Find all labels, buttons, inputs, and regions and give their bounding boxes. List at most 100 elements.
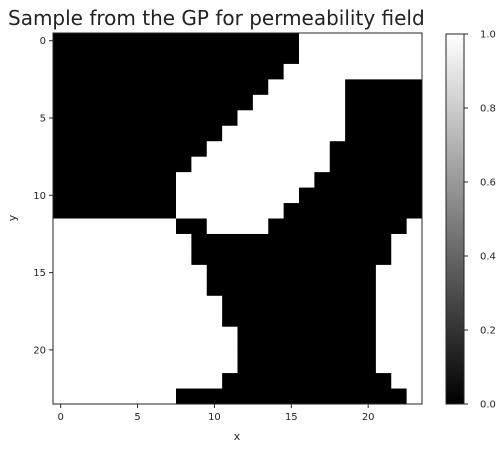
heatmap-cell [114,388,131,405]
heatmap-cell [314,311,331,328]
heatmap-cell [391,233,408,250]
heatmap-cell [252,172,269,189]
heatmap-cell [222,233,239,250]
heatmap-cell [114,280,131,297]
heatmap-cell [160,357,177,374]
heatmap-cell [191,373,208,390]
heatmap-cell [99,326,116,343]
heatmap-cell [329,326,346,343]
heatmap-cell [191,357,208,374]
heatmap-cell [406,233,423,250]
heatmap-cell [176,187,192,204]
heatmap-cell [345,125,362,142]
heatmap-cell [375,233,392,250]
heatmap-cell [53,33,69,49]
heatmap-cell [176,141,192,158]
heatmap-cell [68,79,85,96]
heatmap-cell [53,342,69,359]
heatmap-cell [222,388,239,405]
heatmap-cell [206,295,223,312]
heatmap-cell [329,249,346,266]
heatmap-cell [345,311,362,328]
heatmap-cell [206,218,223,235]
heatmap-cell [314,218,331,235]
heatmap-cell [268,156,285,173]
heatmap-cell [391,373,408,390]
heatmap-cell [83,373,100,390]
heatmap-cell [329,342,346,359]
heatmap-cell [360,141,377,158]
heatmap-cell [283,280,300,297]
heatmap-cell [283,156,300,173]
heatmap-cell [176,249,192,266]
heatmap-cell [329,264,346,281]
heatmap-cell [268,63,285,80]
heatmap-cell [360,110,377,127]
heatmap-cell [283,141,300,158]
heatmap-cell [268,203,285,219]
heatmap-cell [222,249,239,266]
heatmap-cell [222,79,239,96]
colorbar [445,33,465,405]
heatmap-cell [83,110,100,127]
heatmap-cell [345,79,362,96]
heatmap-cell [406,125,423,142]
heatmap-cell [99,33,116,49]
heatmap-cell [114,187,131,204]
heatmap-cell [252,326,269,343]
heatmap-cell [83,203,100,219]
heatmap-cell [360,357,377,374]
heatmap-cell [191,125,208,142]
heatmap-cell [160,373,177,390]
x-tick-label: 15 [285,412,298,423]
colorbar-tick-label: 0.0 [480,400,496,411]
heatmap-cell [375,326,392,343]
heatmap-cell [99,218,116,235]
heatmap-cell [53,357,69,374]
heatmap-cell [99,342,116,359]
heatmap-cell [176,79,192,96]
heatmap-cell [83,218,100,235]
heatmap-cell [360,280,377,297]
heatmap-cell [145,125,162,142]
heatmap-cell [345,110,362,127]
heatmap-cell [314,94,331,111]
heatmap-cell [237,264,254,281]
heatmap-cell [206,342,223,359]
heatmap-cell [191,156,208,173]
heatmap-cell [375,172,392,189]
heatmap-cell [329,280,346,297]
heatmap-cell [160,125,177,142]
heatmap-cell [283,33,300,49]
heatmap-cell [191,187,208,204]
heatmap-cell [222,63,239,80]
heatmap-cell [391,48,408,65]
heatmap-cell [345,48,362,65]
plot-frame [52,32,423,405]
colorbar-tick-label: 0.4 [480,252,496,263]
heatmap-cell [314,187,331,204]
heatmap-cell [391,33,408,49]
heatmap-cell [53,373,69,390]
heatmap-cell [68,33,85,49]
heatmap-cell [268,125,285,142]
heatmap-cell [391,187,408,204]
heatmap-cell [53,125,69,142]
heatmap-cell [360,79,377,96]
heatmap-cell [299,218,315,235]
heatmap-cell [68,311,85,328]
heatmap-cell [114,342,131,359]
heatmap-cell [145,156,162,173]
heatmap-cell [83,326,100,343]
heatmap-cell [206,63,223,80]
heatmap-cell [360,249,377,266]
heatmap-cell [237,156,254,173]
heatmap-cell [145,48,162,65]
heatmap-cell [68,110,85,127]
heatmap-cell [268,218,285,235]
heatmap-cell [222,110,239,127]
heatmap-cell [345,249,362,266]
heatmap-cell [329,94,346,111]
heatmap-cell [160,172,177,189]
